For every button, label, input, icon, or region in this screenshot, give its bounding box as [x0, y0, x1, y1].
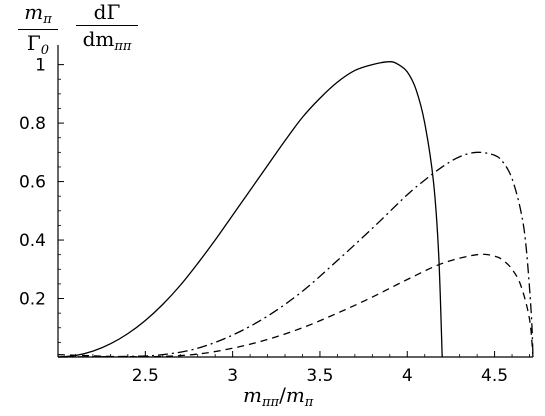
- y-label-prefactor-den-sub: 0: [40, 43, 50, 58]
- series-dashdot-line: [57, 151, 534, 358]
- y-tick-label: 0.2: [19, 290, 46, 310]
- x-tick-label: 3.5: [306, 366, 333, 386]
- y-label-prefactor-num: m: [24, 0, 44, 24]
- y-label-derivative-den-sub: ππ: [114, 39, 132, 54]
- y-label-prefactor: mπ Γ0: [18, 2, 58, 57]
- y-tick-label: 0.8: [19, 114, 46, 134]
- series-dashed-line: [57, 253, 534, 358]
- y-label-prefactor-bar: [18, 29, 58, 30]
- x-label-den-sub: π: [304, 395, 314, 410]
- x-tick-label: 4.5: [481, 366, 508, 386]
- x-tick-label: 3: [227, 366, 238, 386]
- series-solid-line: [57, 61, 443, 358]
- chart-series-layer: [57, 61, 534, 358]
- x-label-num: m: [243, 383, 262, 407]
- x-tick-label: 2.5: [132, 366, 159, 386]
- y-label-prefactor-num-sub: π: [43, 12, 52, 27]
- x-label-slash: /: [279, 383, 286, 407]
- y-label-derivative-bar: [76, 25, 138, 26]
- y-label-derivative: dΓ dmππ: [76, 2, 138, 53]
- y-label-derivative-den: dm: [82, 27, 115, 51]
- x-label-den: m: [285, 383, 305, 407]
- x-tick-label: 4: [402, 366, 413, 386]
- y-label-prefactor-den: Γ: [26, 31, 41, 55]
- y-label-derivative-num: dΓ: [93, 0, 121, 24]
- y-tick-label: 0.6: [19, 173, 46, 193]
- y-tick-label: 1: [35, 56, 46, 76]
- x-label-num-sub: ππ: [261, 395, 280, 410]
- x-axis-label: mππ/mπ: [243, 383, 313, 410]
- chart-axes: 2.5 3 3.5 4 4.5 0.2 0.4 0.6 0.8 1: [19, 45, 533, 386]
- y-axis-label: mπ Γ0 dΓ dmππ: [0, 0, 160, 60]
- y-tick-label: 0.4: [19, 231, 46, 251]
